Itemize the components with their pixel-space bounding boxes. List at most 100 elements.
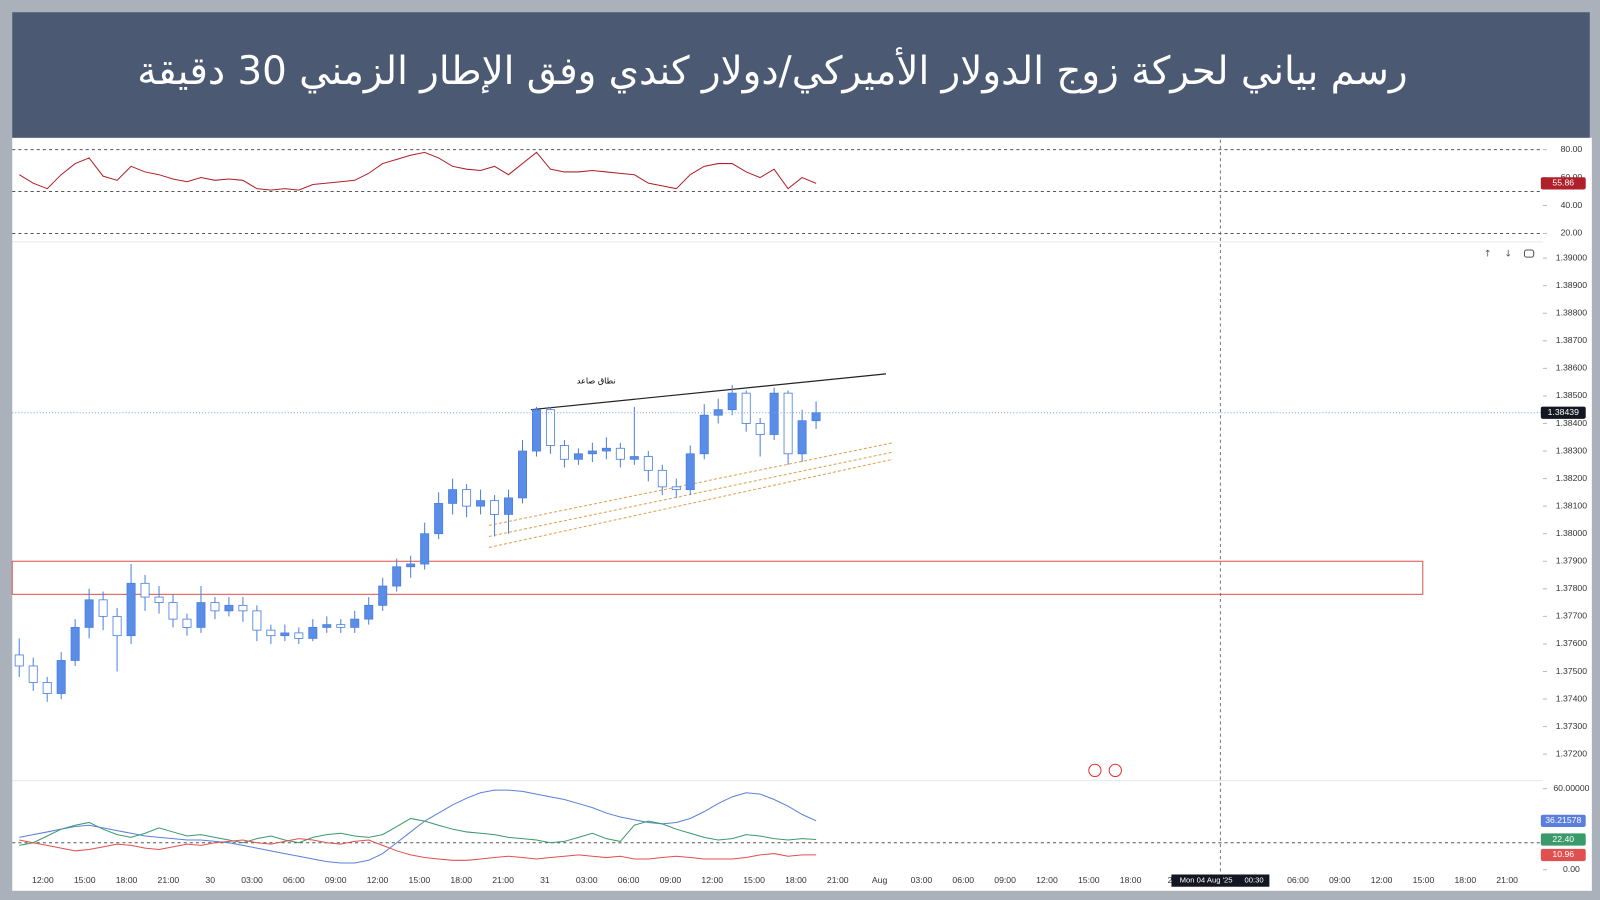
- candle-body: [685, 453, 695, 491]
- chart-background: [12, 137, 1592, 891]
- candle-body: [280, 632, 290, 637]
- candle-body: [28, 665, 38, 683]
- candle-body: [98, 599, 108, 617]
- candle-body: [70, 626, 80, 661]
- title: رسم بياني لحركة زوج الدولار الأميركي/دول…: [137, 47, 1407, 94]
- y-tick-label: 1.38800: [1556, 308, 1587, 318]
- x-tick-label: 09:00: [1329, 875, 1351, 885]
- candle-body: [629, 456, 639, 460]
- x-tick-label: 09:00: [994, 875, 1016, 885]
- last-value-label: 10.96: [1552, 849, 1574, 859]
- candle-body: [727, 392, 737, 411]
- x-tick-label: 15:00: [1413, 875, 1435, 885]
- candle-body: [140, 582, 150, 598]
- last-value-label: 36.21578: [1545, 815, 1581, 825]
- candle-body: [182, 618, 192, 628]
- trendline: [530, 373, 887, 411]
- candle-body: [573, 453, 583, 460]
- last-value-label: 22.40: [1552, 834, 1574, 844]
- last-value-label-box: [1540, 833, 1586, 846]
- y-tick-label: 1.37400: [1556, 693, 1587, 703]
- x-tick-label: 21:00: [158, 875, 180, 885]
- candle-body: [713, 409, 723, 416]
- x-tick-label: 21:00: [492, 875, 514, 885]
- last-price-label: 1.38439: [1548, 407, 1579, 417]
- x-tick-label: 15:00: [1078, 875, 1100, 885]
- y-tick-label: 80.00: [1561, 144, 1583, 154]
- last-value-label: 55.86: [1552, 178, 1574, 188]
- candle-body: [671, 486, 681, 491]
- candle-body: [14, 654, 24, 667]
- last-value-label-box: [1540, 848, 1586, 862]
- y-tick-label: 1.38300: [1556, 445, 1587, 455]
- icon-up[interactable]: ↑: [1484, 249, 1492, 260]
- y-tick-label: 1.38900: [1556, 280, 1587, 290]
- flag[interactable]: [1108, 763, 1122, 778]
- candle-body: [420, 533, 430, 565]
- candle-body: [126, 582, 136, 637]
- y-tick-label: 1.38400: [1556, 418, 1587, 428]
- icon-down[interactable]: ↓: [1504, 249, 1512, 260]
- y-tick-label: 1.37900: [1556, 556, 1587, 566]
- x-tick-label: 12:00: [701, 875, 723, 885]
- x-tick-label: 12:00: [1371, 875, 1393, 885]
- channel-line: [488, 451, 894, 537]
- indicator-line: [19, 789, 817, 864]
- candle-body: [238, 604, 248, 612]
- y-tick-label: 0.00: [1563, 864, 1580, 874]
- candle-body: [657, 469, 667, 488]
- y-tick-label: 1.37600: [1556, 638, 1587, 648]
- candle-body: [601, 447, 611, 452]
- candle-body: [266, 629, 276, 637]
- x-tick-label: 18:00: [1454, 875, 1476, 885]
- candle-body: [462, 489, 472, 507]
- candle-body: [615, 447, 625, 460]
- candle-body: [154, 596, 164, 604]
- x-tick-label: 03:00: [576, 875, 598, 885]
- last-value-label-box: [1540, 814, 1586, 827]
- y-tick-label: 1.37300: [1556, 721, 1587, 731]
- candle-body: [196, 602, 206, 628]
- x-tick-label: 18:00: [116, 875, 138, 885]
- candle-body: [112, 615, 122, 637]
- y-tick-label: 1.38100: [1556, 500, 1587, 510]
- x-tick-label: 15:00: [74, 875, 96, 885]
- zone: [11, 560, 1424, 595]
- candle-body: [322, 624, 332, 628]
- candle-body: [741, 392, 751, 424]
- candle-body: [350, 618, 360, 628]
- y-tick-label: 60.00000: [1553, 783, 1589, 793]
- candle-body: [504, 497, 514, 515]
- x-tick-label: 15:00: [409, 875, 431, 885]
- y-tick-label: 1.37700: [1556, 611, 1587, 621]
- event-flags: [1088, 763, 1122, 778]
- candle-body: [336, 624, 346, 628]
- candle-body: [406, 563, 416, 568]
- y-tick-label: 60.00: [1561, 172, 1583, 182]
- candle-body: [210, 602, 220, 612]
- candle-body: [643, 456, 653, 471]
- icon-reset[interactable]: [1523, 249, 1535, 258]
- x-tick-label: 06:00: [283, 875, 305, 885]
- y-tick-label: 1.38600: [1556, 363, 1587, 373]
- y-tick-label: 1.38200: [1556, 473, 1587, 483]
- x-tick-label: 09:00: [660, 875, 682, 885]
- crosshair-box: [1171, 874, 1270, 887]
- candle-body: [811, 412, 821, 422]
- x-tick-label: 18:00: [785, 875, 807, 885]
- crosshair-time: 00:30: [1245, 876, 1264, 885]
- x-tick-label: 06:00: [618, 875, 640, 885]
- candle-body: [224, 604, 234, 612]
- candle-body: [783, 392, 793, 455]
- x-tick-label: 06:00: [1287, 875, 1309, 885]
- flag[interactable]: [1088, 763, 1102, 778]
- x-tick-label: 21:00: [827, 875, 849, 885]
- x-tick-label: 09:00: [325, 875, 347, 885]
- candle-body: [434, 502, 444, 535]
- candle-body: [559, 445, 569, 460]
- candle-body: [84, 599, 94, 628]
- candle-body: [364, 604, 374, 620]
- y-tick-label: 1.39000: [1556, 252, 1587, 262]
